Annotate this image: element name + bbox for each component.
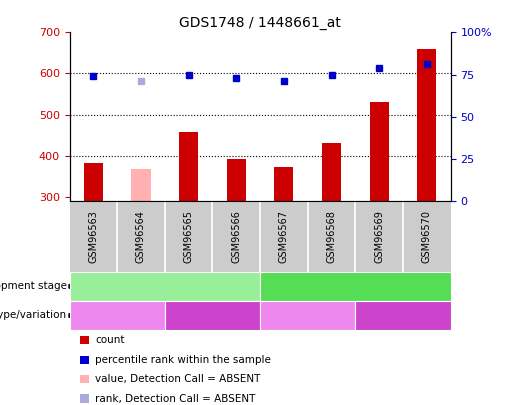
Text: GSM96564: GSM96564 (136, 210, 146, 263)
Text: GSM96569: GSM96569 (374, 210, 384, 263)
Text: rank, Detection Call = ABSENT: rank, Detection Call = ABSENT (95, 394, 255, 403)
Text: GSM96567: GSM96567 (279, 210, 289, 263)
Text: control: control (291, 311, 324, 320)
Title: GDS1748 / 1448661_at: GDS1748 / 1448661_at (179, 16, 341, 30)
Text: GSM96566: GSM96566 (231, 210, 241, 263)
Text: GSM96568: GSM96568 (327, 210, 336, 263)
Bar (417, 49, 436, 201)
Text: GSM96563: GSM96563 (89, 210, 98, 263)
Text: percentile rank within the sample: percentile rank within the sample (95, 355, 271, 364)
Bar (227, 158, 246, 201)
Text: genotype/variation: genotype/variation (0, 311, 67, 320)
Text: count: count (95, 335, 125, 345)
Text: GSM96565: GSM96565 (184, 210, 194, 263)
Text: Lim1 null mutant: Lim1 null mutant (361, 311, 445, 320)
Text: E18.5: E18.5 (337, 280, 373, 293)
Text: E14.5: E14.5 (147, 280, 183, 293)
Bar (322, 143, 341, 201)
Bar (84, 163, 103, 201)
Bar (274, 167, 294, 201)
Text: control: control (100, 311, 134, 320)
Text: development stage: development stage (0, 281, 67, 291)
Bar (179, 132, 198, 201)
Text: Lim1 null mutant: Lim1 null mutant (170, 311, 254, 320)
Bar (370, 102, 389, 201)
Bar (131, 169, 150, 201)
Text: value, Detection Call = ABSENT: value, Detection Call = ABSENT (95, 374, 261, 384)
Text: GSM96570: GSM96570 (422, 210, 432, 263)
